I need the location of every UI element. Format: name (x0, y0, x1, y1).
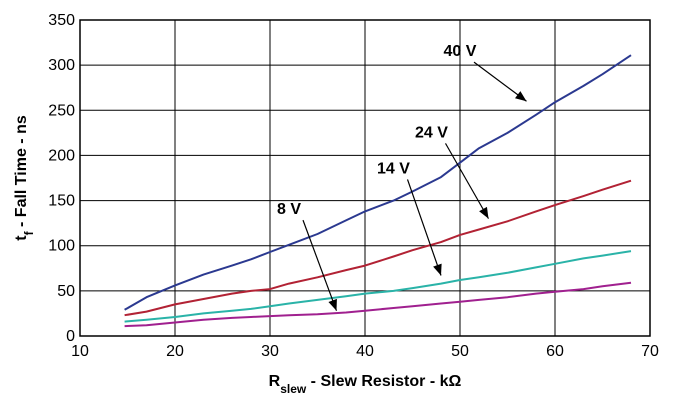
x-axis-title-main: R (269, 373, 281, 390)
y-axis-title-sub: f (22, 230, 36, 235)
grid-lines (79, 19, 651, 337)
y-tick-label: 300 (48, 57, 75, 74)
x-tick-label: 40 (356, 343, 374, 360)
arrow-14v (406, 179, 442, 276)
y-tick-label: 350 (48, 12, 75, 29)
x-tick-label: 10 (71, 343, 89, 360)
annotations: 40 V 24 V 14 V 8 V (277, 43, 527, 311)
x-axis-ticks: 10 20 30 40 50 60 70 (71, 343, 659, 360)
x-axis-title-rest: - Slew Resistor - kΩ (306, 373, 461, 390)
y-tick-label: 200 (48, 147, 75, 164)
arrow-24v (444, 143, 490, 219)
y-tick-label: 150 (48, 193, 75, 210)
y-axis-title-rest: - Fall Time - ns (13, 115, 30, 231)
annotation-label-24v: 24 V (415, 124, 448, 141)
annotation-label-14v: 14 V (377, 160, 410, 177)
y-axis-ticks: 0 50 100 150 200 250 300 350 (48, 12, 75, 345)
y-tick-label: 100 (48, 238, 75, 255)
x-axis-title-sub: slew (280, 382, 307, 396)
series-line-8v (124, 281, 632, 328)
arrowhead-8v (328, 298, 337, 311)
arrowhead-14v (433, 263, 442, 276)
annotation-label-40v: 40 V (444, 43, 477, 60)
arrowhead-40v (514, 91, 527, 102)
series-line-40v (124, 54, 632, 311)
y-tick-label: 250 (48, 102, 75, 119)
x-tick-label: 60 (546, 343, 564, 360)
x-tick-label: 70 (641, 343, 659, 360)
plot-frame (79, 19, 651, 337)
y-axis-title-main: t (13, 235, 30, 241)
x-tick-label: 30 (261, 343, 279, 360)
x-axis-title: Rslew - Slew Resistor - kΩ (269, 373, 462, 396)
y-axis-title: tf - Fall Time - ns (13, 115, 36, 241)
arrowhead-24v (479, 206, 489, 219)
y-tick-label: 50 (57, 283, 75, 300)
x-tick-label: 50 (451, 343, 469, 360)
y-tick-label: 0 (66, 328, 75, 345)
series-line-24v (124, 179, 632, 317)
arrow-8v (302, 219, 338, 311)
series-line-14v (124, 250, 632, 323)
series-lines (124, 54, 632, 328)
annotation-label-8v: 8 V (277, 201, 301, 218)
x-tick-label: 20 (166, 343, 184, 360)
